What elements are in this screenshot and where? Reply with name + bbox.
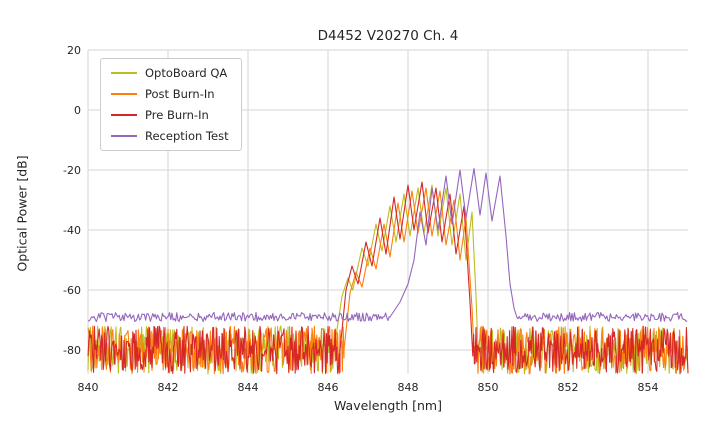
series-line-post-burn-in [87, 187, 689, 375]
x-tick-label: 854 [638, 381, 659, 394]
legend-label: Post Burn-In [145, 87, 215, 101]
x-tick-label: 846 [318, 381, 339, 394]
y-tick-label: -40 [63, 224, 81, 237]
x-tick-label: 840 [78, 381, 99, 394]
y-tick-label: 0 [74, 104, 81, 117]
x-tick-label: 850 [478, 381, 499, 394]
legend: OptoBoard QA Post Burn-In Pre Burn-In Re… [100, 58, 242, 151]
y-tick-label: -80 [63, 344, 81, 357]
series-line-reception-test [87, 167, 688, 323]
legend-line-swatch [111, 135, 137, 137]
y-axis-label: Optical Power [dB] [14, 155, 30, 272]
legend-label: Pre Burn-In [145, 108, 209, 122]
legend-label: Reception Test [145, 129, 229, 143]
legend-item-reception-test: Reception Test [111, 129, 229, 143]
y-tick-label: 20 [67, 44, 81, 57]
legend-item-post-burn-in: Post Burn-In [111, 87, 229, 101]
chart-title: D4452 V20270 Ch. 4 [317, 28, 459, 44]
y-tick-label: -60 [63, 284, 81, 297]
x-tick-label: 844 [238, 381, 259, 394]
x-tick-label: 848 [398, 381, 419, 394]
legend-line-swatch [111, 114, 137, 116]
legend-label: OptoBoard QA [145, 66, 228, 80]
legend-item-pre-burn-in: Pre Burn-In [111, 108, 229, 122]
y-tick-label: -20 [63, 164, 81, 177]
legend-item-optoboard-qa: OptoBoard QA [111, 66, 229, 80]
x-axis-label: Wavelength [nm] [334, 398, 442, 413]
legend-line-swatch [111, 93, 137, 95]
x-tick-label: 842 [158, 381, 179, 394]
x-tick-label: 852 [558, 381, 579, 394]
legend-line-swatch [111, 72, 137, 74]
series-line-pre-burn-in [87, 181, 689, 375]
